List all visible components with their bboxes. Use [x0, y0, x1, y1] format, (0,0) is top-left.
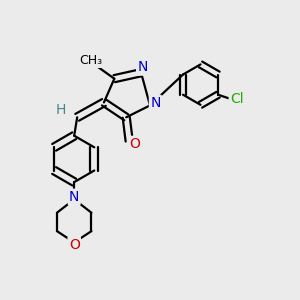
Text: N: N — [137, 60, 148, 74]
Text: O: O — [69, 238, 80, 252]
Text: CH₃: CH₃ — [79, 54, 102, 67]
Text: N: N — [150, 96, 161, 110]
Text: Cl: Cl — [230, 92, 244, 106]
Text: N: N — [69, 190, 80, 204]
Text: H: H — [56, 103, 66, 117]
Text: O: O — [130, 137, 141, 151]
